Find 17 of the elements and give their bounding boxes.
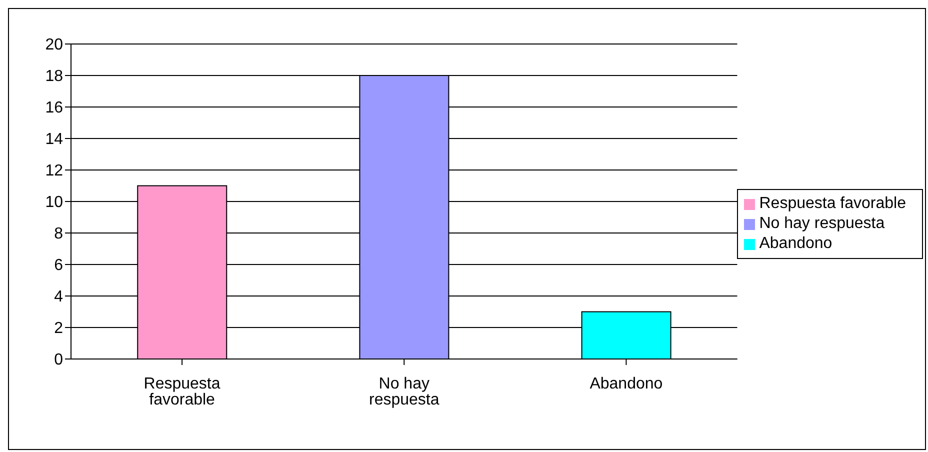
x-tick-label: No hay respuesta [368,375,440,408]
y-tick-label: 2 [54,320,64,338]
y-tick-label: 8 [54,226,64,243]
legend-label: Abandono [759,235,832,252]
y-tick-label: 18 [45,68,64,86]
x-tick-label: Respuesta favorable [144,375,220,408]
y-tick-label: 12 [45,162,64,180]
x-tick-label: Abandono [590,375,663,392]
y-tick-label: 14 [45,131,64,148]
y-tick-label: 20 [45,36,64,54]
y-tick-label: 16 [45,100,64,117]
y-tick-label: 0 [54,352,64,369]
y-tick-label: 10 [45,194,64,212]
y-tick-label: 4 [54,288,64,306]
legend-label: No hay respuesta [759,215,885,232]
y-tick-label: 6 [54,257,64,274]
legend-label: Respuesta favorable [759,195,906,212]
